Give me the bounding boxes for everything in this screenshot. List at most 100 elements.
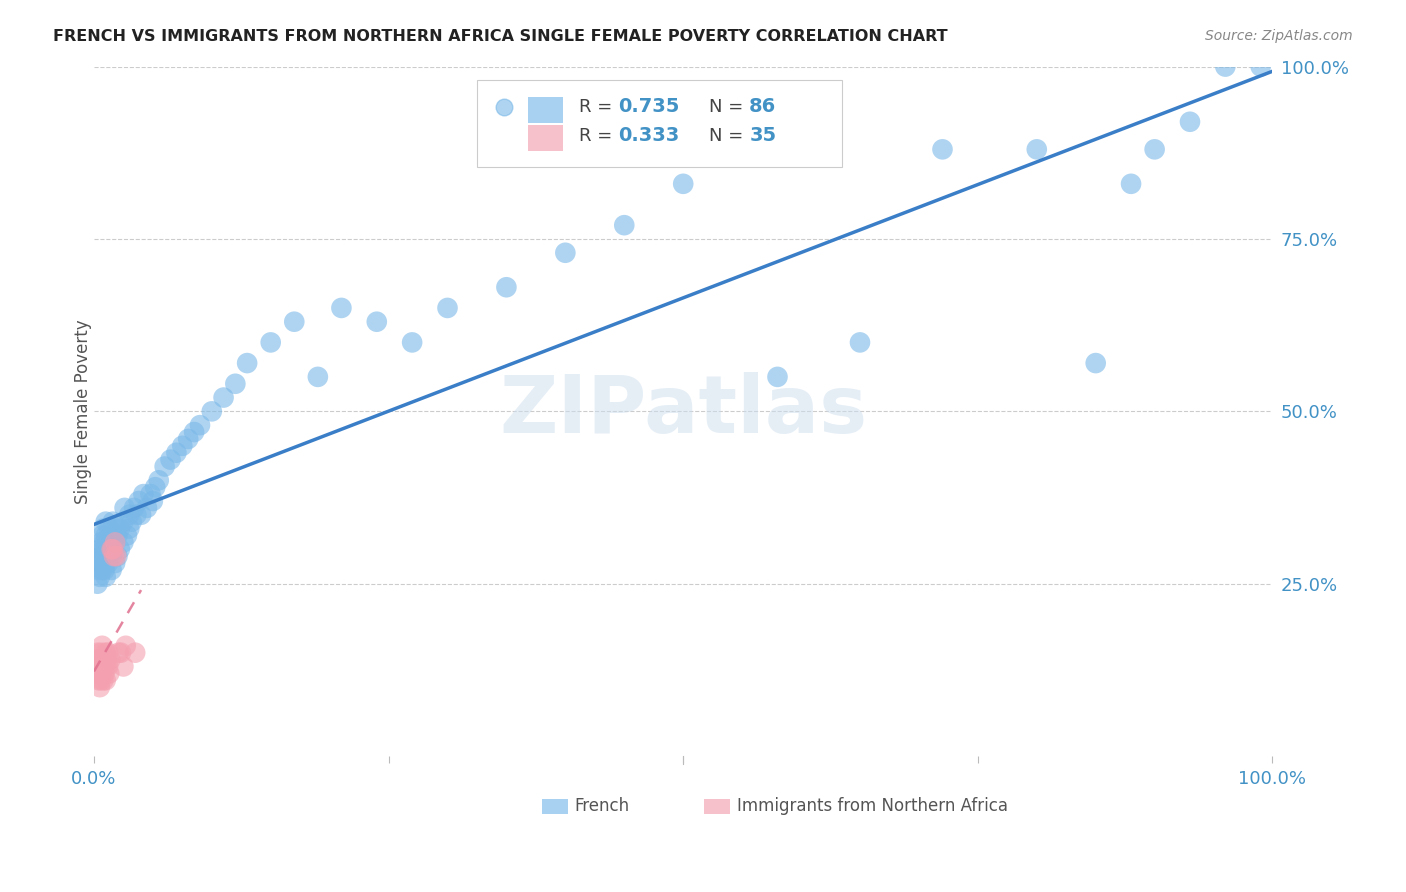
Point <box>91 563 114 577</box>
Point <box>104 556 127 570</box>
Point <box>105 522 128 536</box>
Point <box>89 680 111 694</box>
Point <box>94 542 117 557</box>
Point <box>91 652 114 666</box>
Text: ZIPatlas: ZIPatlas <box>499 372 868 450</box>
Point <box>108 522 131 536</box>
Text: R =: R = <box>579 97 619 116</box>
Point <box>118 508 141 522</box>
Point <box>87 673 110 688</box>
Point <box>101 542 124 557</box>
Point <box>100 542 122 557</box>
Point <box>165 446 187 460</box>
Point <box>94 646 117 660</box>
Point <box>212 391 235 405</box>
Point <box>224 376 246 391</box>
Point <box>495 280 517 294</box>
Text: 35: 35 <box>749 126 776 145</box>
Point <box>104 535 127 549</box>
Point <box>87 563 110 577</box>
Point <box>89 652 111 666</box>
Point <box>90 549 112 563</box>
Point <box>142 494 165 508</box>
Point <box>93 556 115 570</box>
Point <box>1178 115 1201 129</box>
Point <box>98 549 121 563</box>
Point <box>125 508 148 522</box>
Point <box>98 666 121 681</box>
Text: FRENCH VS IMMIGRANTS FROM NORTHERN AFRICA SINGLE FEMALE POVERTY CORRELATION CHAR: FRENCH VS IMMIGRANTS FROM NORTHERN AFRIC… <box>53 29 948 44</box>
Point <box>1143 142 1166 156</box>
Point <box>114 639 136 653</box>
Point <box>401 335 423 350</box>
Point <box>366 315 388 329</box>
FancyBboxPatch shape <box>541 799 568 814</box>
Point <box>89 666 111 681</box>
Point <box>1215 60 1237 74</box>
Point <box>112 535 135 549</box>
Point <box>94 659 117 673</box>
Point <box>188 418 211 433</box>
Point <box>114 500 136 515</box>
Point <box>89 570 111 584</box>
Point <box>94 528 117 542</box>
Point <box>86 576 108 591</box>
Point <box>849 335 872 350</box>
Point <box>105 549 128 563</box>
Point <box>112 659 135 673</box>
Point <box>260 335 283 350</box>
Text: N =: N = <box>709 97 749 116</box>
Point <box>104 535 127 549</box>
Point <box>93 666 115 681</box>
Point <box>613 218 636 232</box>
Point <box>143 480 166 494</box>
Point <box>148 473 170 487</box>
Point <box>672 177 695 191</box>
Point <box>153 459 176 474</box>
Point <box>96 652 118 666</box>
Point <box>97 535 120 549</box>
Point <box>1119 177 1142 191</box>
Point <box>93 542 115 557</box>
Point <box>107 646 129 660</box>
FancyBboxPatch shape <box>527 125 562 152</box>
Point <box>236 356 259 370</box>
Point <box>93 673 115 688</box>
Point <box>91 639 114 653</box>
Point <box>100 542 122 557</box>
Text: 0.333: 0.333 <box>619 126 679 145</box>
Point <box>122 500 145 515</box>
Point <box>1084 356 1107 370</box>
Point <box>94 570 117 584</box>
Point <box>307 370 329 384</box>
Point <box>84 652 107 666</box>
Point <box>93 535 115 549</box>
Point <box>201 404 224 418</box>
Point <box>124 646 146 660</box>
Point <box>172 439 194 453</box>
Point <box>136 500 159 515</box>
Point <box>90 673 112 688</box>
Point <box>129 508 152 522</box>
Point <box>93 659 115 673</box>
Point <box>89 542 111 557</box>
FancyBboxPatch shape <box>704 799 730 814</box>
Point <box>100 528 122 542</box>
Point <box>94 556 117 570</box>
Text: R =: R = <box>579 127 619 145</box>
Point <box>107 549 129 563</box>
Point <box>931 142 953 156</box>
Point <box>128 494 150 508</box>
FancyBboxPatch shape <box>527 97 562 123</box>
Point <box>94 515 117 529</box>
Text: 0.735: 0.735 <box>619 97 679 116</box>
Point <box>1025 142 1047 156</box>
Point <box>86 659 108 673</box>
Point <box>97 556 120 570</box>
Point <box>91 549 114 563</box>
Point <box>766 370 789 384</box>
Point <box>90 659 112 673</box>
Point <box>97 646 120 660</box>
Point <box>93 652 115 666</box>
Point <box>97 659 120 673</box>
